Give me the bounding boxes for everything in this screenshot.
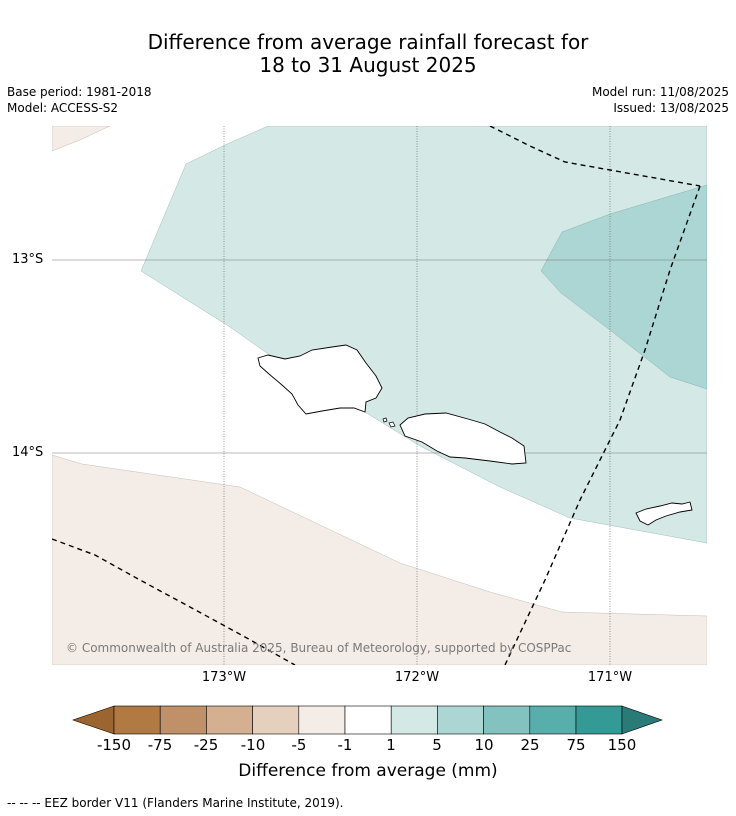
title-line-2: 18 to 31 August 2025 <box>259 53 477 77</box>
dry-anomaly-region-top <box>52 126 111 152</box>
colorbar-tick-label: -10 <box>240 736 266 754</box>
colorbar-bin-3 <box>206 705 253 735</box>
chart-title: Difference from average rainfall forecas… <box>0 31 736 77</box>
lat-label-14s: 14°S <box>12 445 44 460</box>
meta-left: Base period: 1981-2018 Model: ACCESS-S2 <box>7 84 152 116</box>
colorbar-tick-label: -5 <box>291 736 307 754</box>
colorbar-tick-label: 1 <box>386 736 396 754</box>
colorbar-bin-7 <box>390 705 438 735</box>
colorbar-bin-11 <box>575 705 623 735</box>
savaii-island <box>257 344 383 415</box>
colorbar-bin-1 <box>113 705 161 735</box>
meta-right: Model run: 11/08/2025 Issued: 13/08/2025 <box>592 84 729 116</box>
lon-label-172w: 172°W <box>394 670 440 685</box>
colorbar-tick-label: -1 <box>337 736 353 754</box>
eez-legend: -- -- -- EEZ border V11 (Flanders Marine… <box>7 796 344 810</box>
apolima-islet <box>382 417 388 423</box>
map-area <box>52 126 707 665</box>
colorbar-bin-4 <box>252 705 300 735</box>
colorbar-title: Difference from average (mm) <box>238 761 498 781</box>
colorbar-tick-label: 75 <box>566 736 586 754</box>
copyright-text: © Commonwealth of Australia 2025, Bureau… <box>66 641 572 655</box>
manono-islet <box>388 421 396 428</box>
colorbar-tick-label: -75 <box>147 736 173 754</box>
eez-border-east <box>504 185 701 665</box>
colorbar <box>72 705 663 735</box>
wet-anomaly-region-medium <box>540 184 707 390</box>
colorbar-tick-label: 5 <box>432 736 442 754</box>
colorbar-bin-8 <box>437 705 484 735</box>
lon-label-173w: 173°W <box>201 670 247 685</box>
eez-border-southwest <box>52 538 296 665</box>
tutuila-island <box>635 501 693 526</box>
eez-border-north <box>489 126 701 187</box>
colorbar-bin-5 <box>298 705 346 735</box>
colorbar-bin-10 <box>529 705 577 735</box>
colorbar-tick-label: 150 <box>607 736 637 754</box>
model-run: Model run: 11/08/2025 <box>591 85 729 99</box>
upolu-island <box>399 412 527 465</box>
lon-label-171w: 171°W <box>587 670 633 685</box>
colorbar-tick-label: 10 <box>474 736 494 754</box>
model-name: Model: ACCESS-S2 <box>7 101 119 115</box>
colorbar-tick-label: -25 <box>193 736 219 754</box>
colorbar-bin-6 <box>344 705 392 735</box>
dry-anomaly-region-bottom <box>52 454 707 665</box>
title-line-1: Difference from average rainfall forecas… <box>147 30 589 54</box>
colorbar-extend-high <box>621 705 663 735</box>
base-period: Base period: 1981-2018 <box>7 85 152 99</box>
lat-label-13s: 13°S <box>12 252 44 267</box>
colorbar-bin-9 <box>483 705 531 735</box>
colorbar-extend-low <box>72 705 115 735</box>
colorbar-tick-label: 25 <box>520 736 540 754</box>
issued-date: Issued: 13/08/2025 <box>613 101 729 115</box>
colorbar-tick-label: -150 <box>96 736 132 754</box>
colorbar-bin-2 <box>159 705 207 735</box>
